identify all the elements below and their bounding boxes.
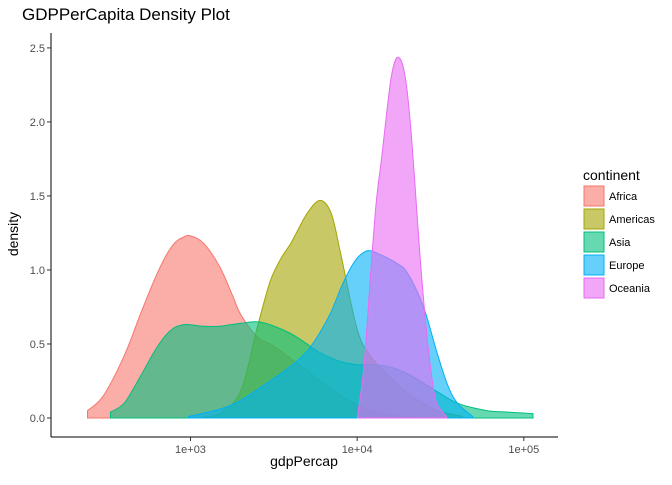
y-tick-label: 1.5 — [30, 191, 45, 203]
legend-title: continent — [583, 167, 640, 183]
y-axis-title: density — [5, 212, 21, 256]
x-tick-label: 1e+05 — [508, 444, 539, 456]
legend-swatch-europe — [583, 254, 605, 276]
y-tick-label: 2.0 — [30, 117, 45, 129]
legend-swatch-africa — [583, 185, 605, 207]
x-tick-label: 1e+04 — [342, 444, 373, 456]
legend-swatch-americas — [583, 208, 605, 230]
legend-swatch-oceania — [583, 277, 605, 299]
legend-label-europe: Europe — [609, 260, 644, 272]
legend-label-asia: Asia — [609, 237, 631, 249]
legend-label-oceania: Oceania — [609, 283, 651, 295]
chart-title: GDPPerCapita Density Plot — [22, 5, 230, 24]
legend-label-americas: Americas — [609, 214, 655, 226]
y-tick-label: 1.0 — [30, 265, 45, 277]
x-axis-ticks: 1e+03 1e+04 1e+05 — [175, 437, 539, 456]
legend: continent Africa Americas Asia Europe Oceani… — [583, 167, 655, 299]
y-tick-label: 0.0 — [30, 413, 45, 425]
y-tick-label: 0.5 — [30, 339, 45, 351]
legend-label-africa: Africa — [609, 191, 638, 203]
density-area-oceania — [356, 56, 448, 419]
x-axis-title: gdpPercap — [270, 453, 338, 469]
x-tick-label: 1e+03 — [175, 444, 206, 456]
y-axis-ticks: 0.0 0.5 1.0 1.5 2.0 2.5 — [30, 43, 51, 425]
legend-swatch-asia — [583, 231, 605, 253]
y-tick-label: 2.5 — [30, 43, 45, 55]
density-areas — [87, 56, 534, 419]
